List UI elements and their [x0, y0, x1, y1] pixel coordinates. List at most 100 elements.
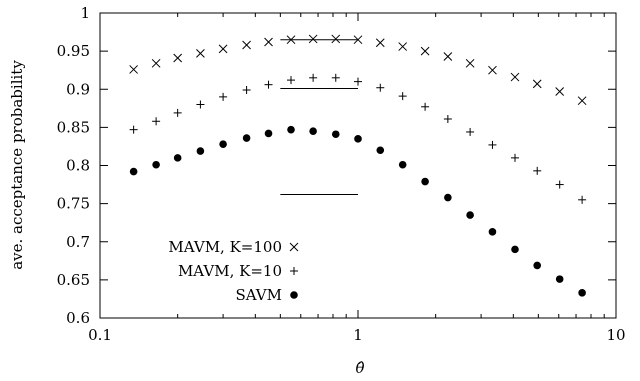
x-marker-stroke	[242, 40, 251, 50]
data-point	[488, 228, 497, 236]
data-point	[488, 140, 497, 149]
data-point	[287, 76, 296, 85]
tick-labels: 0.6 0.65 0.7 0.75 0.8 0.85 0.9 0.95 1 0.1 1 10	[57, 4, 626, 344]
legend-marker	[290, 291, 298, 299]
x-marker-stroke	[151, 58, 161, 68]
data-point	[555, 275, 564, 283]
data-point	[331, 130, 340, 139]
data-point	[555, 87, 565, 96]
x-marker-stroke	[555, 87, 565, 96]
data-point	[354, 135, 362, 143]
data-point	[466, 127, 475, 136]
data-point	[578, 289, 586, 297]
data-point	[129, 65, 138, 74]
data-point	[578, 195, 587, 204]
data-point	[511, 245, 519, 254]
x-marker-stroke	[577, 96, 587, 106]
data-point	[264, 80, 273, 89]
data-point	[398, 160, 407, 169]
data-point	[264, 37, 273, 47]
data-point	[420, 46, 430, 56]
data-point	[219, 92, 228, 101]
legend-label-mavm-k100: MAVM, K=100	[168, 238, 282, 256]
data-point	[421, 102, 430, 111]
data-point	[218, 44, 228, 54]
data-point	[421, 177, 429, 186]
data-point	[152, 160, 160, 169]
data-point	[398, 92, 407, 101]
data-point	[376, 146, 385, 155]
x-marker-stroke	[331, 34, 341, 44]
x-marker-stroke	[173, 53, 183, 63]
x-marker-stroke	[286, 35, 296, 45]
x-marker-stroke	[289, 242, 299, 252]
data-point	[510, 153, 519, 162]
axis-ticks	[99, 12, 617, 319]
x-tick-label: 10	[606, 326, 625, 344]
x-marker-stroke	[510, 72, 520, 82]
data-point	[264, 129, 273, 138]
y-tick-label: 0.85	[57, 118, 90, 136]
data-point	[129, 167, 138, 176]
x-marker-stroke	[353, 35, 363, 45]
data-point	[331, 34, 341, 44]
x-marker-stroke	[420, 46, 430, 56]
data-point	[488, 65, 497, 75]
x-marker-stroke	[375, 38, 385, 48]
x-tick-label: 0.1	[88, 326, 112, 344]
data-point	[533, 166, 542, 175]
x-marker-stroke	[443, 52, 453, 61]
data-point	[129, 125, 138, 134]
x-marker-stroke	[465, 58, 475, 68]
data-point	[196, 49, 205, 58]
x-marker-stroke	[264, 37, 273, 47]
x-marker-stroke	[532, 79, 542, 89]
data-series	[129, 34, 587, 297]
y-tick-label: 0.7	[66, 233, 90, 251]
data-point	[219, 140, 227, 148]
x-marker-stroke	[218, 44, 228, 54]
y-tick-label: 0.6	[66, 309, 90, 327]
data-point	[376, 83, 385, 92]
data-point	[354, 77, 362, 86]
data-point	[151, 58, 161, 68]
x-marker-stroke	[129, 65, 138, 74]
x-marker-stroke	[308, 34, 318, 44]
data-point	[444, 193, 452, 202]
data-point	[196, 100, 205, 109]
series-mavm-k100	[129, 34, 587, 106]
x-marker-stroke	[196, 49, 205, 58]
series-mavm-k10	[129, 73, 587, 204]
y-tick-label: 0.9	[66, 80, 90, 98]
data-point	[242, 40, 251, 50]
y-tick-label: 0.75	[57, 195, 90, 213]
data-point	[286, 35, 296, 45]
x-tick-label: 1	[353, 326, 363, 344]
data-point	[353, 35, 363, 45]
data-point	[533, 261, 542, 270]
data-point	[465, 58, 475, 68]
x-axis-label: θ̂	[355, 359, 364, 377]
legend: MAVM, K=100 MAVM, K=10 SAVM	[168, 238, 299, 304]
data-point	[443, 52, 453, 61]
y-tick-label: 0.65	[57, 271, 90, 289]
legend-label-mavm-k10: MAVM, K=10	[178, 262, 282, 280]
data-point	[309, 73, 318, 82]
reference-lines	[280, 39, 358, 195]
data-point	[173, 53, 183, 63]
series-savm	[129, 125, 586, 297]
x-marker-stroke	[488, 65, 497, 75]
data-point	[152, 117, 161, 126]
data-point	[173, 108, 182, 117]
legend-label-savm: SAVM	[235, 286, 282, 304]
legend-marker	[290, 267, 298, 275]
data-point	[510, 72, 520, 82]
data-point	[375, 38, 385, 48]
x-marker-stroke	[398, 42, 408, 51]
data-point	[173, 154, 182, 162]
data-point	[242, 134, 251, 142]
data-point	[196, 147, 205, 155]
data-point	[308, 34, 318, 44]
data-point	[398, 42, 408, 51]
